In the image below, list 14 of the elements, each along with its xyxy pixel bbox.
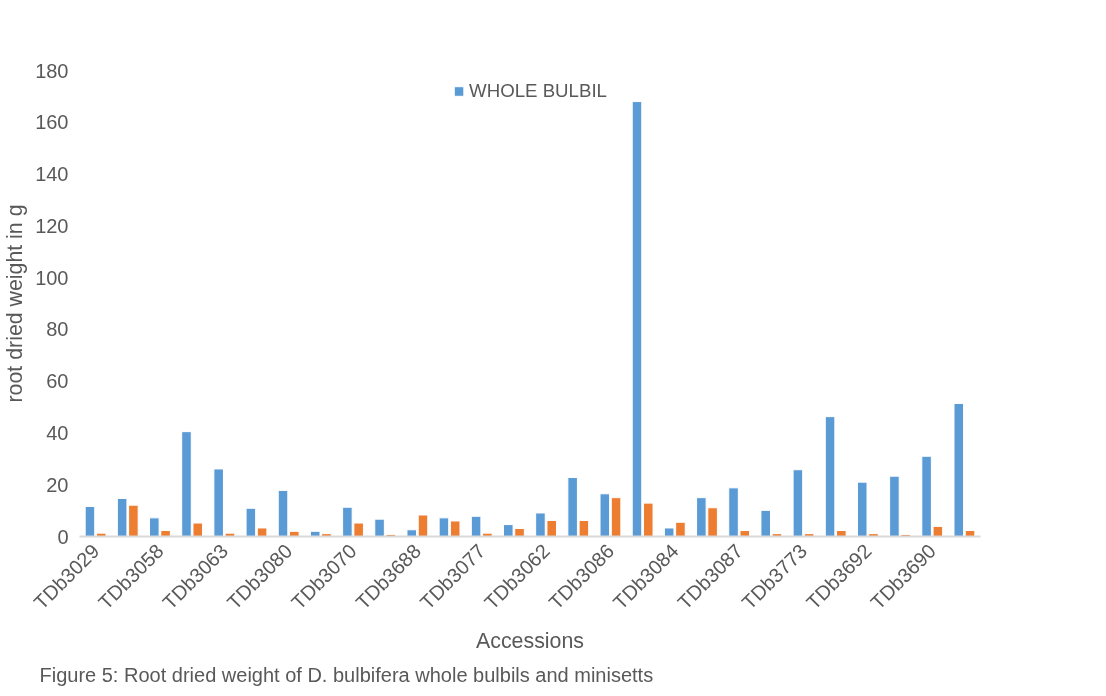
y-tick-label: 20 [46,473,69,496]
y-tick-label: 40 [46,421,69,444]
y-tick-label: 80 [46,318,69,341]
y-tick-label: 60 [46,370,69,393]
legend-label: WHOLE BULBIL [469,80,607,102]
y-tick-label: 0 [57,525,69,548]
y-tick-label: 140 [35,163,69,186]
y-axis-title: root dried weight in g [3,204,28,403]
x-axis-title: Accessions [476,629,584,654]
y-tick-label: 120 [35,214,69,237]
y-tick-label: 100 [35,266,69,289]
y-tick-label: 180 [35,59,69,82]
caption: Figure 5: Root dried weight of D. bulbifera whole bulbils and minisetts [39,663,654,686]
y-tick-label: 160 [35,111,69,134]
